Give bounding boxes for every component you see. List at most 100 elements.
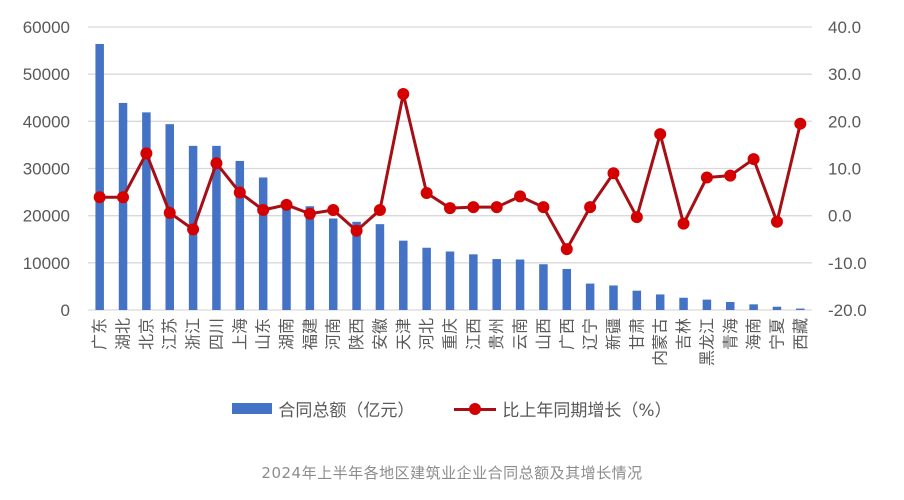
growth-marker: [607, 167, 620, 180]
bar: [796, 308, 805, 310]
category-label: 安徽: [370, 318, 389, 350]
bar: [539, 264, 548, 310]
growth-marker: [350, 224, 363, 237]
bar: [632, 290, 642, 310]
growth-marker: [420, 187, 433, 200]
growth-marker: [233, 186, 246, 199]
right-axis-tick-label: -10.0: [828, 254, 867, 273]
bar: [492, 259, 501, 310]
growth-marker: [280, 198, 293, 211]
category-label: 湖北: [114, 318, 133, 350]
growth-marker: [794, 117, 807, 130]
category-label: 四川: [207, 318, 226, 350]
category-label: 贵州: [487, 318, 506, 350]
growth-marker: [490, 201, 503, 214]
right-axis-tick-label: 30.0: [828, 65, 861, 84]
category-label: 辽宁: [581, 318, 600, 350]
growth-marker: [467, 201, 480, 214]
category-label: 陕西: [347, 318, 366, 350]
category-label: 山东: [254, 318, 273, 350]
category-label: 重庆: [441, 318, 460, 350]
bar: [562, 268, 572, 310]
left-axis-tick-label: 20000: [23, 207, 70, 226]
legend-item-contract-total: 合同总额（亿元）: [232, 396, 414, 421]
growth-marker: [327, 204, 340, 217]
x-axis-category-labels: 广东 湖北 北京 江苏 浙江 四川 上海 山东 湖南 福建 河南 陕西 安徽 天津 河北 重庆 江西 贵州 云南 山西…: [90, 318, 810, 366]
category-label: 黑龙江: [697, 318, 716, 366]
line-marker-swatch-icon: [454, 402, 497, 415]
left-axis-tick-label: 50000: [23, 65, 70, 84]
category-label: 天津: [394, 318, 413, 350]
right-axis-tick-label: 10.0: [828, 160, 861, 179]
legend-item-growth-rate: 比上年同期增长（%）: [454, 396, 672, 421]
bar: [352, 221, 361, 310]
growth-marker: [724, 169, 737, 182]
right-axis-tick-label: 0.0: [828, 207, 852, 226]
bar: [328, 218, 338, 310]
left-axis-tick-label: 30000: [23, 160, 70, 179]
legend-label-growth-rate: 比上年同期增长（%）: [502, 401, 672, 421]
growth-marker: [117, 191, 130, 204]
category-label: 河北: [417, 318, 436, 350]
growth-marker: [257, 204, 270, 217]
category-label: 山西: [534, 318, 553, 350]
bar: [679, 297, 688, 310]
growth-marker: [700, 171, 713, 184]
category-label: 甘肃: [627, 318, 646, 350]
legend-label-contract-total: 合同总额（亿元）: [278, 401, 415, 421]
growth-marker: [677, 217, 690, 230]
growth-marker: [210, 157, 223, 170]
growth-marker: [187, 223, 200, 236]
category-label: 福建: [300, 318, 319, 350]
category-label: 广东: [90, 318, 109, 350]
bar: [375, 224, 385, 310]
bar: [515, 259, 525, 310]
category-label: 内蒙古: [651, 318, 670, 366]
category-label: 广西: [557, 318, 576, 350]
contract-total-bars: [95, 43, 805, 311]
growth-marker: [444, 202, 456, 215]
bar: [118, 102, 128, 311]
left-axis-tick-label: 60000: [23, 18, 70, 37]
bar: [399, 240, 408, 310]
left-axis-tick-label: 40000: [23, 112, 70, 131]
growth-line-path: [99, 92, 802, 251]
bar: [212, 145, 221, 310]
bar: [95, 43, 104, 310]
left-axis-tick-label: 10000: [23, 254, 70, 273]
growth-marker: [163, 206, 176, 219]
growth-marker: [303, 207, 316, 220]
right-axis-tick-label: -20.0: [828, 301, 867, 320]
growth-marker: [93, 191, 106, 204]
bar: [702, 299, 712, 310]
bar: [585, 283, 595, 310]
right-axis-tick-label: 40.0: [828, 18, 861, 37]
bar: [726, 301, 735, 310]
legend: 合同总额（亿元） 比上年同期增长（%）: [0, 396, 904, 421]
growth-marker: [373, 204, 386, 217]
bar-swatch-icon: [232, 403, 273, 414]
category-label: 西藏: [791, 318, 810, 350]
bar: [305, 206, 315, 310]
right-y-axis: 40.0 30.0 20.0 10.0 0.0 -10.0 -20.0: [828, 18, 867, 320]
bar: [282, 203, 291, 310]
growth-marker: [584, 201, 597, 214]
bar: [142, 112, 151, 310]
growth-marker: [654, 128, 667, 141]
right-axis-tick-label: 20.0: [828, 112, 861, 131]
category-label: 北京: [137, 318, 156, 350]
growth-marker: [397, 87, 410, 100]
category-label: 江西: [464, 318, 483, 350]
growth-rate-line: [93, 87, 807, 256]
category-label: 海南: [744, 318, 763, 350]
growth-marker: [560, 243, 573, 256]
bar: [749, 304, 758, 310]
growth-marker: [630, 211, 643, 224]
bar: [235, 160, 245, 310]
bar: [655, 294, 665, 310]
bar: [445, 251, 455, 310]
category-label: 浙江: [184, 318, 203, 350]
category-label: 江苏: [160, 318, 179, 350]
category-label: 宁夏: [767, 318, 786, 350]
growth-marker: [537, 201, 550, 214]
